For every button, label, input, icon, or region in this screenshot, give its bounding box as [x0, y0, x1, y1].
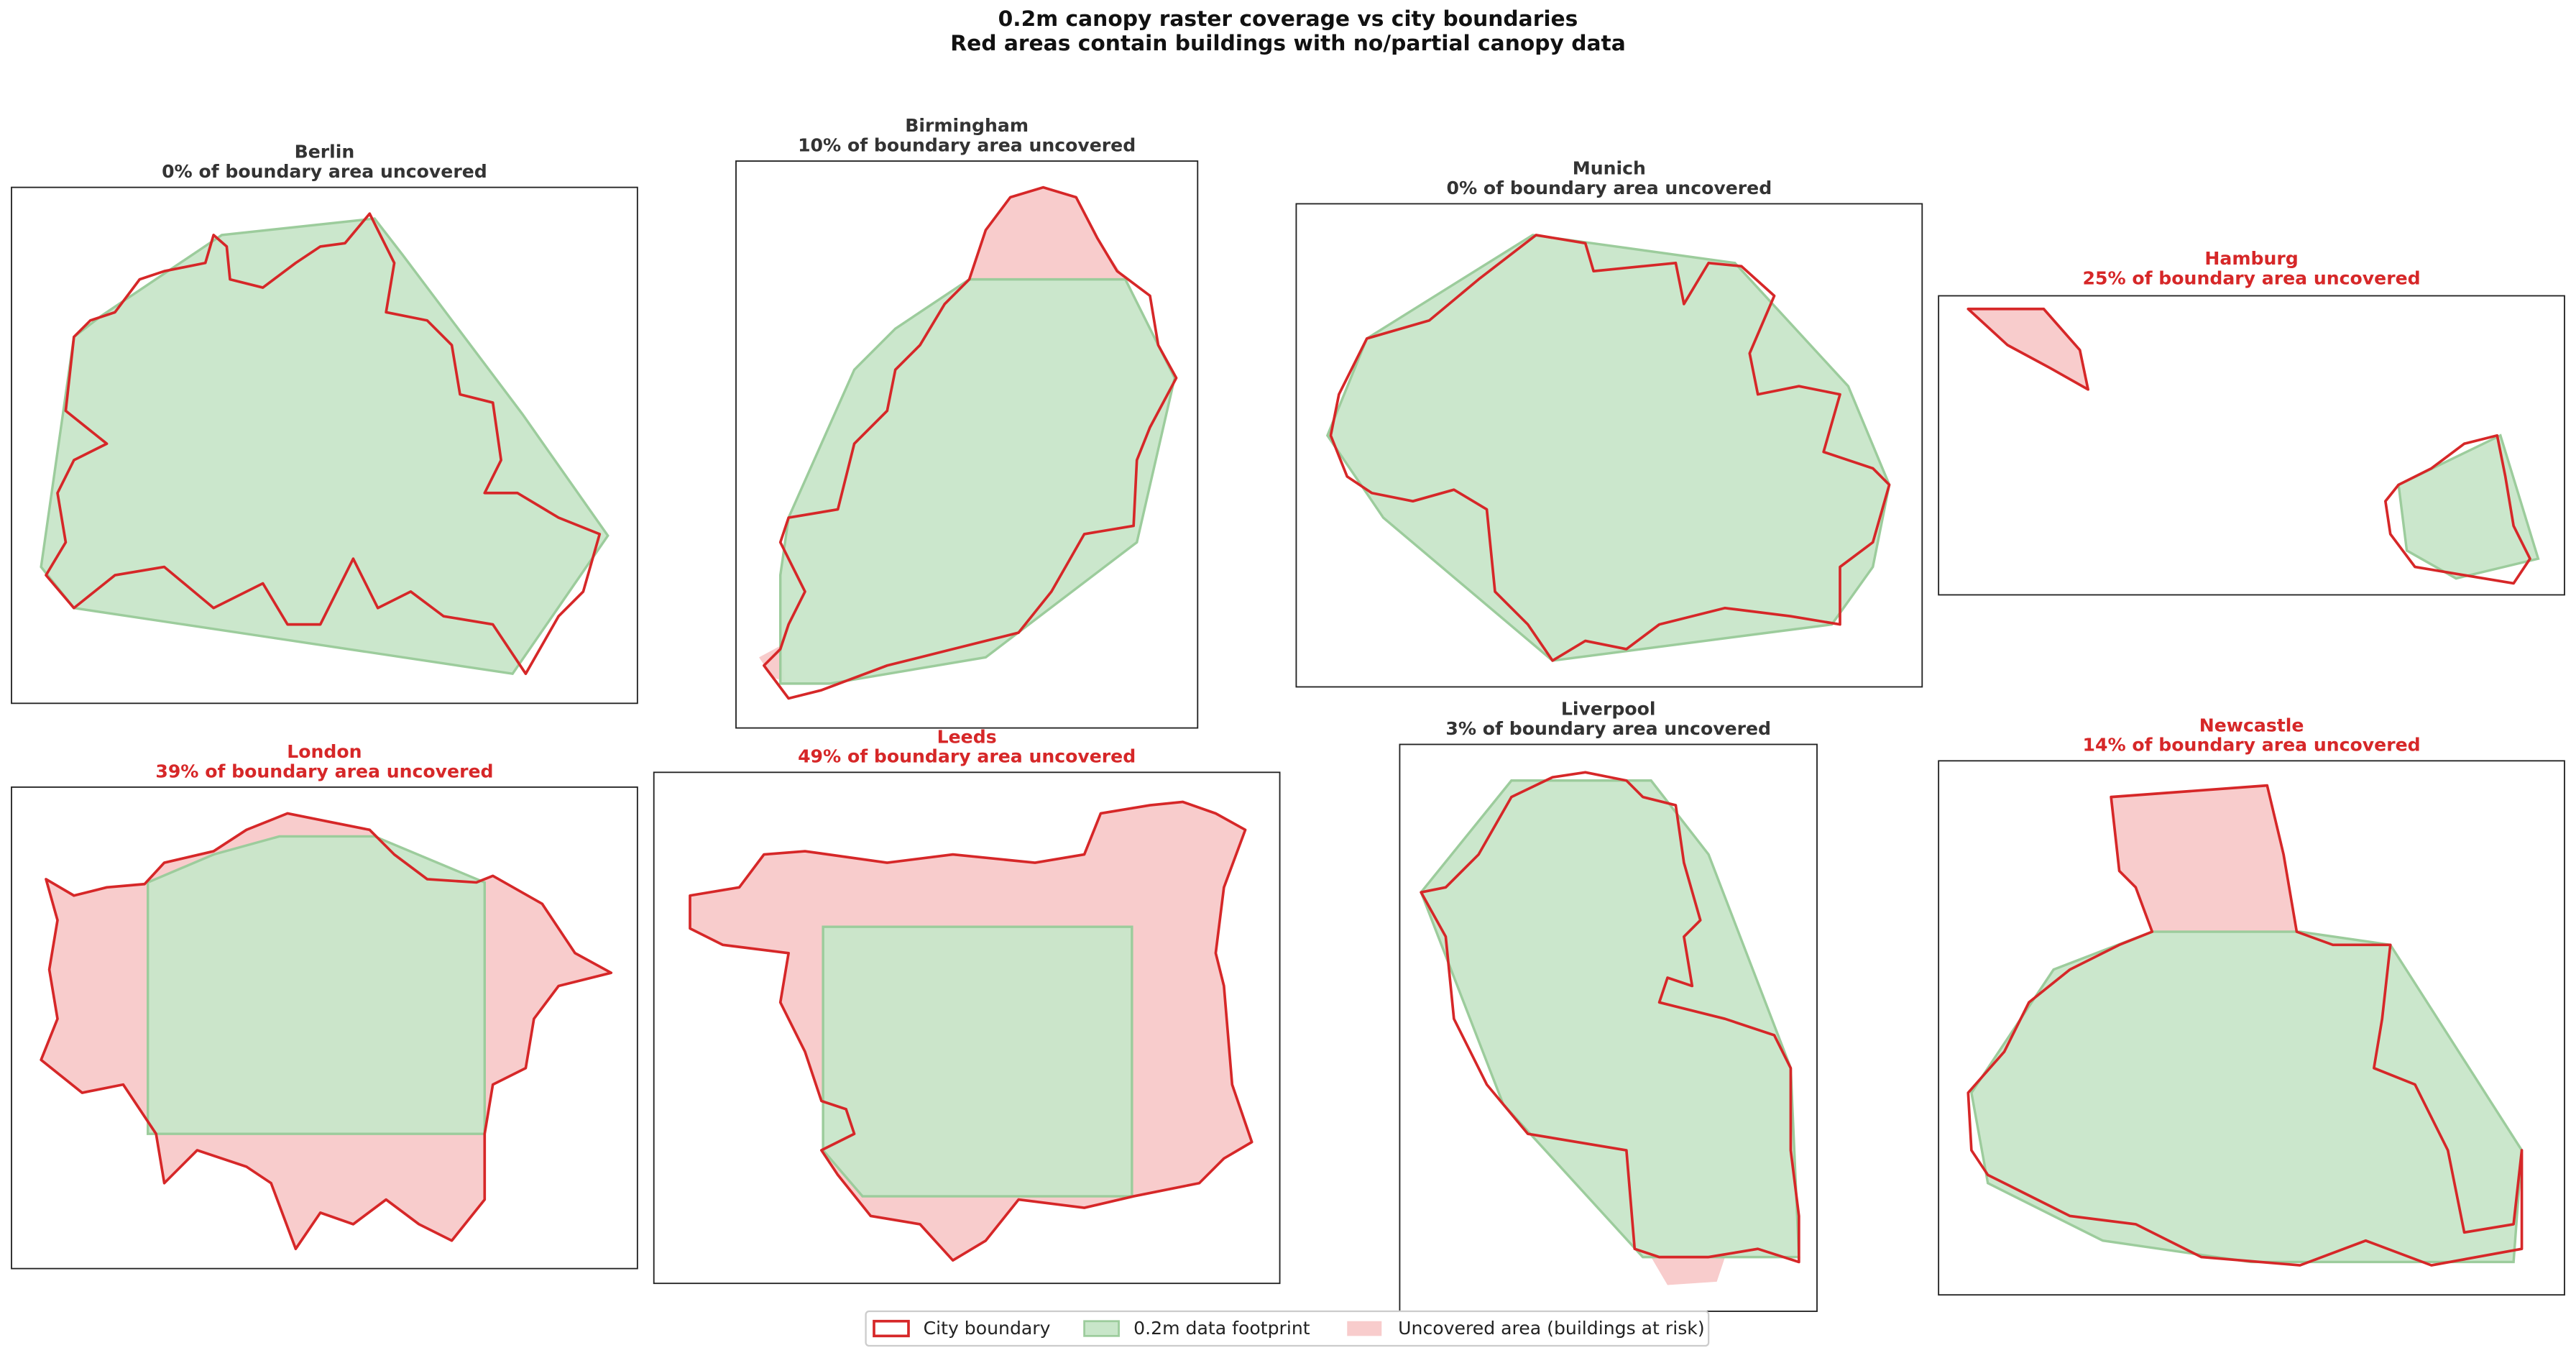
legend-frame: [865, 1310, 1710, 1347]
panel-title: Leeds: [937, 726, 997, 747]
city-boundary: [45, 212, 602, 676]
city-boundary: [689, 800, 1254, 1262]
uncovered-area: [2111, 785, 2297, 932]
legend-swatch: [873, 1319, 910, 1338]
panel-caption: 25% of boundary area uncovered: [2082, 268, 2420, 289]
city-boundary: [1329, 234, 1891, 662]
uncovered-area: [1651, 1257, 1725, 1285]
panel-caption: 49% of boundary area uncovered: [798, 746, 1136, 767]
panel-title: Liverpool: [1561, 698, 1656, 719]
data-footprint: [147, 835, 486, 1135]
panel-title: Berlin: [295, 142, 355, 162]
city-boundary: [2384, 433, 2531, 585]
city-boundary: [1966, 784, 2524, 1267]
figure-subtitle: Red areas contain buildings with no/part…: [950, 31, 1626, 56]
city-boundary: [40, 812, 613, 1251]
uncovered-area: [1968, 308, 2089, 390]
city-boundary: [1966, 307, 2089, 391]
panel-caption: 3% of boundary area uncovered: [1445, 718, 1771, 739]
panel-title: Newcastle: [2199, 715, 2304, 735]
panel-title: London: [287, 741, 362, 762]
panel-caption: 10% of boundary area uncovered: [798, 134, 1136, 155]
legend-label: 0.2m data footprint: [1133, 1318, 1310, 1339]
panel-title: Munich: [1573, 157, 1646, 178]
city-boundary: [1420, 771, 1800, 1264]
city-boundary: [763, 185, 1178, 700]
legend-swatch: [1083, 1320, 1120, 1337]
legend-swatch: [1347, 1321, 1382, 1336]
data-footprint: [822, 925, 1133, 1198]
uncovered-area: [759, 646, 786, 682]
panel-title: Hamburg: [2204, 248, 2298, 269]
panel-title: Birmingham: [905, 115, 1029, 136]
panel-caption: 0% of boundary area uncovered: [1447, 178, 1772, 198]
data-footprint: [1325, 234, 1891, 662]
legend-label: Uncovered area (buildings at risk): [1398, 1318, 1705, 1339]
panel-caption: 0% of boundary area uncovered: [162, 161, 487, 182]
panel-caption: 39% of boundary area uncovered: [155, 761, 493, 781]
panel-caption: 14% of boundary area uncovered: [2082, 735, 2420, 756]
legend: City boundary 0.2m data footprint Uncove…: [865, 1310, 1710, 1347]
uncovered-area: [969, 187, 1126, 280]
legend-label: City boundary: [924, 1318, 1051, 1339]
figure-title: 0.2m canopy raster coverage vs city boun…: [998, 6, 1578, 32]
